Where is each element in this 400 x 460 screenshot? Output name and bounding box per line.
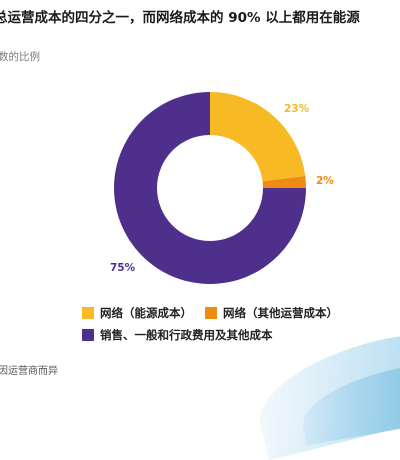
donut-slice (114, 92, 306, 284)
slice-data-label: 23% (284, 103, 310, 115)
legend-item-energy: 网络（能源成本） (82, 305, 192, 321)
legend-swatch (205, 307, 217, 319)
legend-swatch (82, 307, 94, 319)
legend-label: 网络（能源成本） (100, 306, 192, 320)
legend-item-other-network: 网络（其他运营成本） (205, 305, 338, 321)
slice-data-label: 75% (110, 262, 136, 274)
legend-label: 销售、一般和行政费用及其他成本 (100, 328, 273, 342)
legend-swatch (82, 329, 94, 341)
chart-subtitle: 数的比例 (0, 51, 40, 63)
page-title: 总运营成本的四分之一，而网络成本的 90% 以上都用在能源 (0, 10, 360, 26)
footnote: 因运营商而异 (0, 366, 58, 377)
legend-label: 网络（其他运营成本） (223, 306, 338, 320)
legend-item-sga: 销售、一般和行政费用及其他成本 (82, 327, 273, 343)
slice-data-label: 2% (316, 175, 334, 187)
donut-chart: 23% 2% 75% (110, 92, 334, 284)
donut-slice (262, 175, 306, 188)
donut-slice (210, 92, 306, 182)
